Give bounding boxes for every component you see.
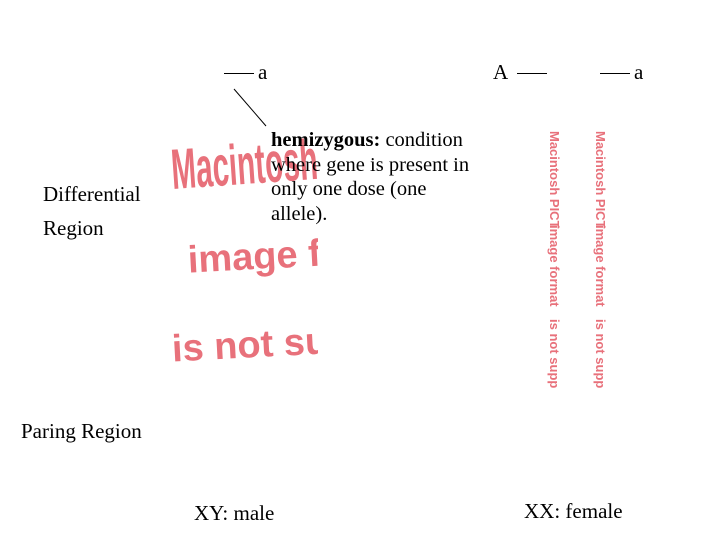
y-chromosome-placeholder-image: Macintosh PICT image format is not suppo… <box>169 122 318 371</box>
xy-male-caption: XY: male <box>194 501 275 525</box>
allele-leader-line-y <box>224 73 254 74</box>
x-left-placeholder-line-2: image format <box>547 225 562 307</box>
y-placeholder-line-2: image format <box>187 227 318 281</box>
y-placeholder-line-1: Macintosh PICT <box>169 122 318 201</box>
callout-pointer-line <box>233 88 267 127</box>
x-right-placeholder-line-2: image format <box>593 225 608 307</box>
hemizygous-definition: hemizygous: condition where gene is pres… <box>271 128 486 226</box>
paring-region-label: Paring Region <box>21 419 142 443</box>
x-chromosome-right-placeholder-image: Macintosh PICT image format is not suppo… <box>593 131 608 388</box>
allele-leader-line-x-left <box>517 73 547 74</box>
differential-region-label-line1: Differential <box>43 182 141 206</box>
allele-label-y: a <box>258 60 268 84</box>
allele-label-x-right: a <box>634 60 644 84</box>
x-left-placeholder-line-1: Macintosh PICT <box>547 131 562 229</box>
allele-label-x-left: A <box>493 60 509 84</box>
allele-leader-line-x-right <box>600 73 630 74</box>
x-right-placeholder-line-1: Macintosh PICT <box>593 131 608 229</box>
definition-term: hemizygous: <box>271 129 381 151</box>
x-right-placeholder-line-3: is not supported <box>593 319 608 388</box>
y-placeholder-line-3: is not supported <box>171 313 318 371</box>
x-chromosome-left-placeholder-image: Macintosh PICT image format is not suppo… <box>547 131 562 388</box>
x-left-placeholder-line-3: is not supported <box>547 319 562 388</box>
differential-region-label-line2: Region <box>43 216 104 240</box>
xx-female-caption: XX: female <box>524 499 623 523</box>
definition-text: condition where gene is present in only … <box>271 129 470 225</box>
